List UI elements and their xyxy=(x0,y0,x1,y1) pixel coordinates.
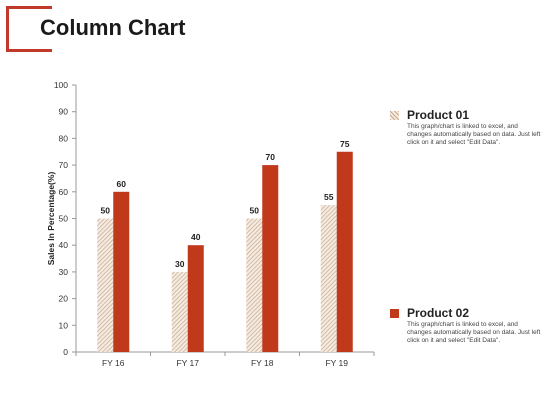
y-tick-label: 10 xyxy=(59,320,69,330)
y-tick-label: 20 xyxy=(59,294,69,304)
legend-description: This graph/chart is linked to excel, and… xyxy=(407,123,541,146)
bar xyxy=(336,151,353,352)
bar xyxy=(262,165,279,352)
page-title: Column Chart xyxy=(36,14,190,42)
y-axis-title: Sales In Percentage(%) xyxy=(46,172,56,266)
y-tick-label: 60 xyxy=(59,187,69,197)
y-tick-label: 100 xyxy=(54,80,68,90)
bar xyxy=(320,205,337,352)
legend-label: Product 01 xyxy=(407,108,470,122)
bar-data-label: 60 xyxy=(117,179,127,189)
y-tick-label: 90 xyxy=(59,107,69,117)
bar-data-label: 40 xyxy=(191,232,201,242)
legend-product-01: Product 01 This graph/chart is linked to… xyxy=(390,108,550,147)
bar xyxy=(246,218,263,352)
bar-data-label: 75 xyxy=(340,139,350,149)
y-tick-label: 80 xyxy=(59,133,69,143)
x-tick-label: FY 19 xyxy=(325,358,348,368)
legend-label: Product 02 xyxy=(407,306,470,320)
legend-swatch-hatched xyxy=(390,110,399,120)
x-tick-label: FY 16 xyxy=(102,358,125,368)
bar-data-label: 50 xyxy=(101,206,111,216)
bar-data-label: 55 xyxy=(324,192,334,202)
bar xyxy=(113,191,130,352)
legend-product-02: Product 02 This graph/chart is linked to… xyxy=(390,306,550,345)
bar xyxy=(187,245,204,352)
y-tick-label: 0 xyxy=(63,347,68,357)
y-tick-label: 50 xyxy=(59,214,69,224)
bar xyxy=(171,271,188,352)
y-tick-label: 40 xyxy=(59,240,69,250)
x-tick-label: FY 17 xyxy=(176,358,199,368)
bar-data-label: 70 xyxy=(266,152,276,162)
bar xyxy=(97,218,114,352)
legend-swatch-solid xyxy=(390,308,399,318)
bar-data-label: 30 xyxy=(175,259,185,269)
y-tick-label: 30 xyxy=(59,267,69,277)
x-tick-label: FY 18 xyxy=(251,358,274,368)
title-bracket-decoration xyxy=(6,6,52,52)
bar-data-label: 50 xyxy=(250,206,260,216)
legend-description: This graph/chart is linked to excel, and… xyxy=(407,321,541,344)
y-tick-label: 70 xyxy=(59,160,69,170)
